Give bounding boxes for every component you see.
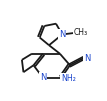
Text: NH₂: NH₂ [61, 74, 76, 83]
Text: N: N [59, 30, 65, 39]
Text: CH₃: CH₃ [74, 28, 88, 37]
Text: N: N [84, 54, 90, 63]
Text: N: N [40, 73, 46, 82]
